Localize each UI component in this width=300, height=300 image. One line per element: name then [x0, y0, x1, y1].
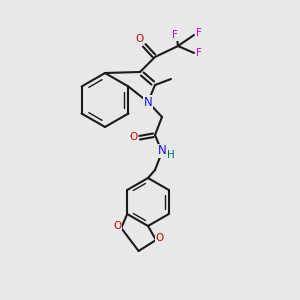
- Text: O: O: [113, 221, 121, 231]
- Text: N: N: [144, 95, 152, 109]
- Text: F: F: [172, 30, 178, 40]
- Text: O: O: [156, 233, 164, 243]
- Text: F: F: [196, 48, 202, 58]
- Text: O: O: [135, 34, 143, 44]
- Text: N: N: [158, 145, 166, 158]
- Text: F: F: [196, 28, 202, 38]
- Text: H: H: [167, 150, 175, 160]
- Text: O: O: [129, 132, 137, 142]
